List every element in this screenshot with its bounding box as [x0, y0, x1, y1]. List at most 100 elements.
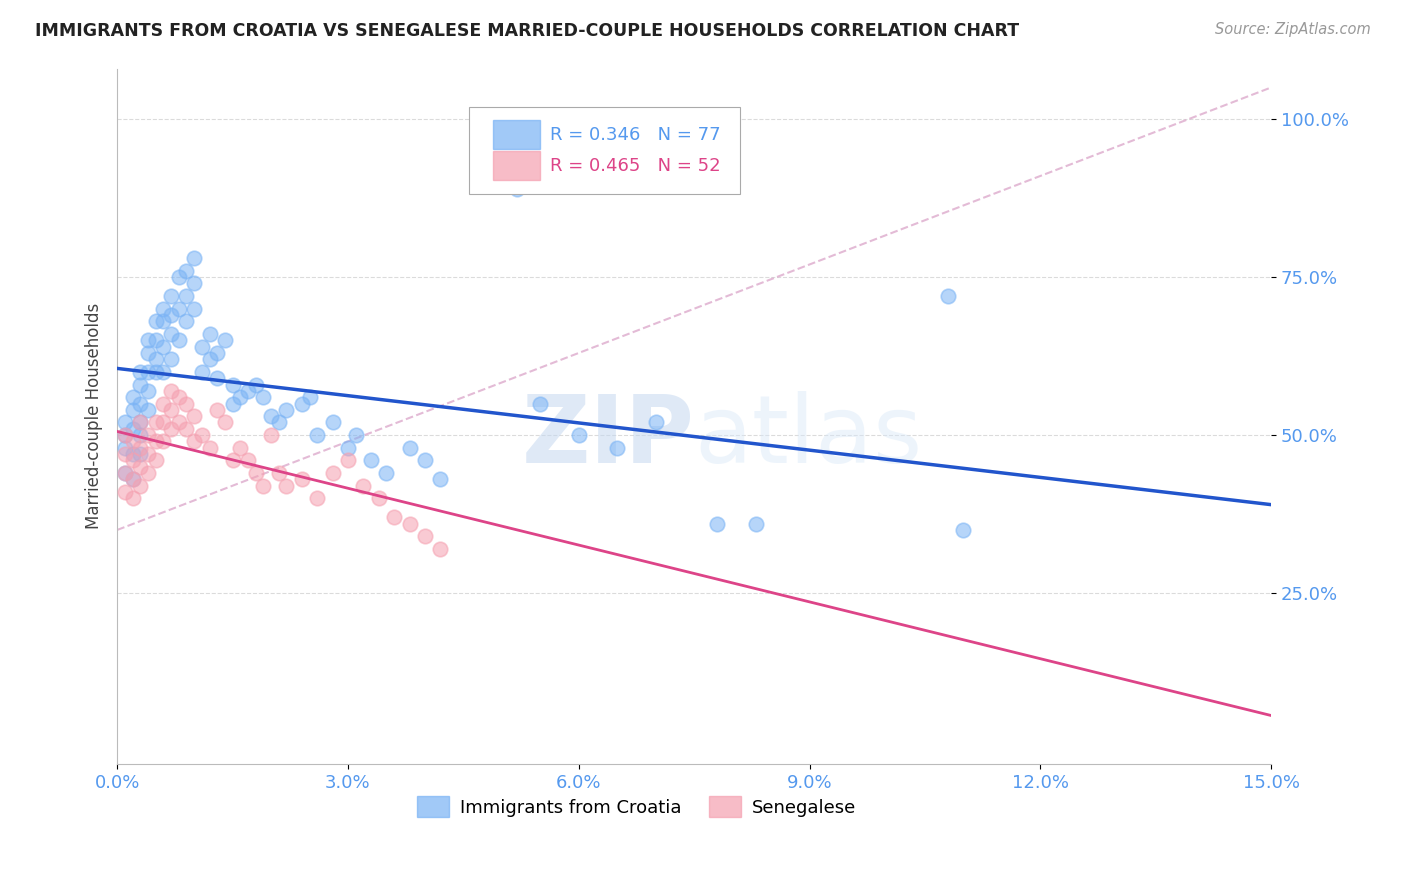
Point — [298, 390, 321, 404]
Point — [145, 334, 167, 348]
Point — [221, 396, 243, 410]
Text: ZIP: ZIP — [522, 391, 695, 483]
Point — [176, 396, 198, 410]
Point — [152, 416, 174, 430]
Point — [952, 523, 974, 537]
Point — [706, 516, 728, 531]
Point — [191, 340, 214, 354]
Point — [606, 441, 628, 455]
Point — [167, 301, 190, 316]
Point — [644, 416, 666, 430]
Point — [152, 396, 174, 410]
Point — [375, 466, 398, 480]
Point — [183, 277, 205, 291]
Point — [129, 459, 152, 474]
Point — [167, 334, 190, 348]
Point — [360, 453, 382, 467]
Point — [152, 301, 174, 316]
Point — [322, 416, 344, 430]
Point — [205, 346, 228, 360]
Point — [114, 485, 136, 500]
Point — [236, 384, 259, 398]
Point — [214, 416, 236, 430]
Point — [191, 428, 214, 442]
Point — [121, 422, 143, 436]
Point — [198, 326, 221, 341]
Point — [307, 428, 329, 442]
Point — [160, 422, 183, 436]
Point — [121, 491, 143, 506]
Point — [136, 365, 159, 379]
Point — [336, 441, 359, 455]
Point — [114, 428, 136, 442]
FancyBboxPatch shape — [494, 120, 540, 149]
Point — [198, 352, 221, 367]
Point — [936, 289, 959, 303]
Point — [145, 352, 167, 367]
Point — [744, 516, 766, 531]
Point — [136, 346, 159, 360]
Point — [114, 466, 136, 480]
Point — [367, 491, 389, 506]
Point — [136, 466, 159, 480]
Point — [136, 384, 159, 398]
Point — [183, 409, 205, 424]
Point — [160, 326, 183, 341]
Point — [145, 453, 167, 467]
Point — [121, 472, 143, 486]
Point — [336, 453, 359, 467]
Point — [121, 402, 143, 417]
Point — [152, 314, 174, 328]
Point — [167, 390, 190, 404]
Point — [121, 453, 143, 467]
Point — [506, 181, 529, 195]
Point — [276, 479, 298, 493]
Point — [382, 510, 405, 524]
Point — [145, 314, 167, 328]
Point — [291, 472, 314, 486]
Point — [136, 334, 159, 348]
Point — [205, 402, 228, 417]
Point — [136, 402, 159, 417]
Point — [276, 402, 298, 417]
Point — [176, 422, 198, 436]
Point — [160, 402, 183, 417]
Y-axis label: Married-couple Households: Married-couple Households — [86, 303, 103, 529]
Point — [121, 390, 143, 404]
Point — [267, 466, 290, 480]
Point — [214, 334, 236, 348]
Point — [129, 479, 152, 493]
Point — [121, 447, 143, 461]
Point — [267, 416, 290, 430]
Point — [229, 441, 252, 455]
Point — [183, 434, 205, 449]
Text: IMMIGRANTS FROM CROATIA VS SENEGALESE MARRIED-COUPLE HOUSEHOLDS CORRELATION CHAR: IMMIGRANTS FROM CROATIA VS SENEGALESE MA… — [35, 22, 1019, 40]
Point — [145, 416, 167, 430]
Point — [129, 441, 152, 455]
Point — [183, 301, 205, 316]
Point — [160, 308, 183, 322]
Text: R = 0.465   N = 52: R = 0.465 N = 52 — [550, 157, 720, 175]
Point — [145, 365, 167, 379]
Point — [152, 365, 174, 379]
Point — [252, 479, 274, 493]
Point — [413, 529, 436, 543]
Point — [136, 428, 159, 442]
Point — [322, 466, 344, 480]
Point — [183, 251, 205, 265]
Text: R = 0.346   N = 77: R = 0.346 N = 77 — [550, 126, 720, 144]
Point — [429, 472, 451, 486]
Point — [205, 371, 228, 385]
Point — [429, 541, 451, 556]
Point — [236, 453, 259, 467]
Point — [413, 453, 436, 467]
Point — [121, 472, 143, 486]
Point — [129, 396, 152, 410]
Point — [198, 441, 221, 455]
Point — [129, 377, 152, 392]
Point — [398, 516, 420, 531]
Point — [152, 434, 174, 449]
Point — [129, 416, 152, 430]
FancyBboxPatch shape — [494, 152, 540, 180]
Point — [352, 479, 374, 493]
